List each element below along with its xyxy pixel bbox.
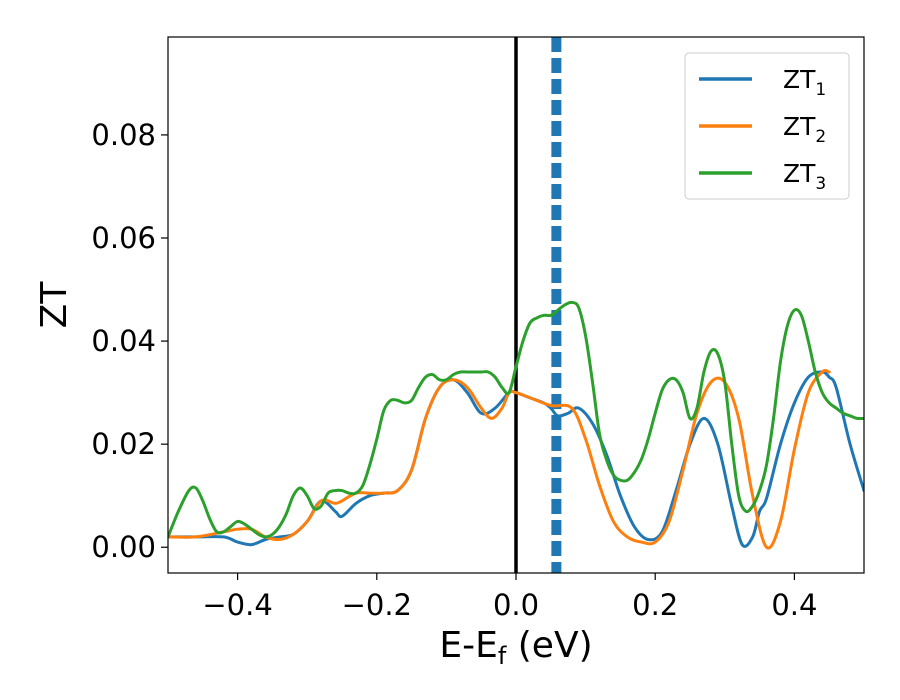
y-axis-ticks: 0.00 0.02 0.04 0.06 0.08 <box>91 118 168 564</box>
x-tick-label: 0.4 <box>771 588 817 622</box>
reference-lines <box>514 37 562 573</box>
legend: ZT1 ZT2 ZT3 <box>684 52 850 200</box>
series-lines <box>168 300 864 550</box>
x-tick-label: −0.4 <box>202 588 272 622</box>
legend-label-3: ZT3 <box>783 159 826 194</box>
y-tick-label: 0.00 <box>91 530 156 564</box>
series-line-3 <box>168 300 864 539</box>
legend-box <box>684 52 850 200</box>
series-line-2 <box>168 368 831 550</box>
x-tick-label: 0.0 <box>493 588 539 622</box>
legend-label-2: ZT2 <box>783 112 826 147</box>
y-axis-label: ZT <box>34 281 75 329</box>
x-tick-label: 0.2 <box>632 588 678 622</box>
x-axis-ticks: −0.4 −0.2 0.0 0.2 0.4 <box>202 573 817 622</box>
y-tick-label: 0.04 <box>91 324 156 358</box>
legend-entries: ZT1 ZT2 ZT3 <box>699 65 826 194</box>
y-tick-label: 0.08 <box>91 118 156 152</box>
x-axis-label: E-Ef (eV) <box>439 625 592 670</box>
x-tick-label: −0.2 <box>342 588 412 622</box>
y-tick-label: 0.02 <box>91 427 156 461</box>
legend-label-1: ZT1 <box>783 65 826 100</box>
y-tick-label: 0.06 <box>91 221 156 255</box>
